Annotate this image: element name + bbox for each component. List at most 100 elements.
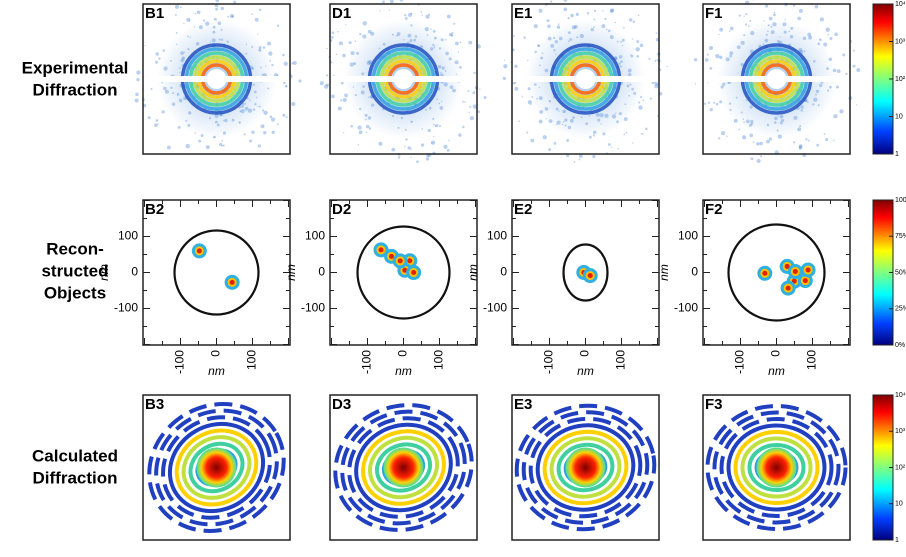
speckle bbox=[648, 58, 650, 60]
panel-label: D2 bbox=[332, 201, 351, 218]
speckle bbox=[222, 140, 224, 142]
speckle bbox=[183, 23, 184, 24]
y-tick-label: -100 bbox=[114, 301, 138, 315]
speckle bbox=[750, 20, 752, 22]
speckle bbox=[223, 144, 225, 146]
x-tick-label: 0 bbox=[396, 350, 410, 357]
x-tick-label: 0 bbox=[578, 350, 592, 357]
speckle bbox=[469, 112, 470, 113]
speckle bbox=[331, 95, 335, 99]
row-label: Diffraction bbox=[33, 468, 118, 487]
colorbar-label: 10³ bbox=[895, 38, 906, 45]
speckle bbox=[175, 5, 179, 9]
speckle bbox=[654, 84, 658, 88]
speckle bbox=[645, 128, 647, 130]
speckle bbox=[154, 123, 158, 127]
speckle bbox=[543, 135, 547, 139]
speckle bbox=[710, 67, 713, 70]
speckle bbox=[455, 42, 459, 46]
speckle bbox=[136, 70, 140, 74]
speckle bbox=[824, 133, 826, 135]
speckle bbox=[750, 157, 753, 160]
speckle bbox=[460, 41, 462, 43]
speckle bbox=[195, 13, 196, 14]
calculated-panel: F3 bbox=[703, 395, 850, 540]
speckle bbox=[341, 82, 344, 85]
speckle bbox=[197, 11, 201, 15]
speckle bbox=[656, 59, 658, 61]
speckle bbox=[453, 23, 455, 25]
colorbar-label: 100% bbox=[895, 197, 906, 204]
row-label: Calculated bbox=[32, 446, 118, 465]
speckle bbox=[503, 77, 506, 80]
x-tick-label: 100 bbox=[614, 350, 628, 370]
colorbar-label: 10⁴ bbox=[895, 392, 906, 399]
speckle bbox=[759, 142, 763, 146]
speckle bbox=[332, 31, 335, 34]
y-axis-label: nm bbox=[466, 264, 480, 281]
speckle bbox=[815, 5, 819, 9]
speckle bbox=[632, 142, 633, 143]
x-tick-label: 0 bbox=[769, 350, 783, 357]
row-label: Diffraction bbox=[33, 80, 118, 99]
speckle bbox=[345, 24, 346, 25]
speckle bbox=[198, 140, 201, 143]
speckle bbox=[221, 7, 224, 10]
colorbar-label: 10 bbox=[895, 113, 903, 120]
y-tick-label: 100 bbox=[305, 229, 325, 243]
speckle bbox=[180, 6, 182, 8]
y-tick-label: 0 bbox=[318, 265, 325, 279]
speckle bbox=[359, 33, 361, 35]
x-tick-label: 100 bbox=[805, 350, 819, 370]
y-axis-label: nm bbox=[284, 264, 298, 281]
speckle bbox=[389, 9, 390, 10]
speckle bbox=[629, 18, 632, 21]
diffraction-panel: B1 bbox=[135, 0, 302, 154]
speckle bbox=[623, 27, 625, 29]
speckle bbox=[404, 14, 406, 16]
y-axis-label: nm bbox=[657, 264, 671, 281]
speckle bbox=[526, 131, 528, 133]
speckle bbox=[611, 147, 612, 148]
speckle bbox=[503, 64, 507, 68]
core bbox=[197, 448, 237, 488]
colorbar-label: 10⁴ bbox=[895, 1, 906, 8]
speckle bbox=[576, 13, 579, 16]
speckle bbox=[829, 37, 832, 40]
speckle bbox=[615, 22, 617, 24]
speckle bbox=[853, 50, 855, 52]
row-label: Recon- bbox=[46, 239, 104, 258]
panel-label: F1 bbox=[705, 5, 723, 22]
speckle bbox=[610, 8, 614, 12]
speckle bbox=[477, 110, 480, 113]
speckle bbox=[448, 140, 450, 142]
speckle bbox=[215, 0, 219, 2]
speckle bbox=[694, 58, 697, 61]
speckle bbox=[244, 133, 246, 135]
speckle bbox=[251, 130, 254, 133]
speckle bbox=[713, 102, 715, 104]
speckle bbox=[504, 60, 505, 61]
speckle bbox=[469, 106, 471, 108]
speckle bbox=[513, 35, 515, 37]
colorbar-label: 75% bbox=[895, 233, 906, 240]
x-tick-label: 100 bbox=[432, 350, 446, 370]
calculated-panel: E3 bbox=[507, 395, 664, 540]
speckle bbox=[739, 14, 741, 16]
panel-frame bbox=[703, 200, 850, 345]
speckle bbox=[704, 103, 706, 105]
speckle bbox=[447, 149, 450, 152]
y-tick-label: -100 bbox=[674, 301, 698, 315]
speckle bbox=[729, 30, 731, 32]
speckle bbox=[298, 79, 301, 82]
speckle bbox=[464, 101, 466, 103]
panel-label: E2 bbox=[514, 201, 532, 218]
speckle bbox=[656, 32, 658, 34]
speckle bbox=[745, 13, 747, 15]
panel-label: B2 bbox=[145, 201, 164, 218]
core bbox=[757, 448, 797, 488]
speckle bbox=[566, 139, 569, 142]
y-tick-label: 100 bbox=[678, 229, 698, 243]
